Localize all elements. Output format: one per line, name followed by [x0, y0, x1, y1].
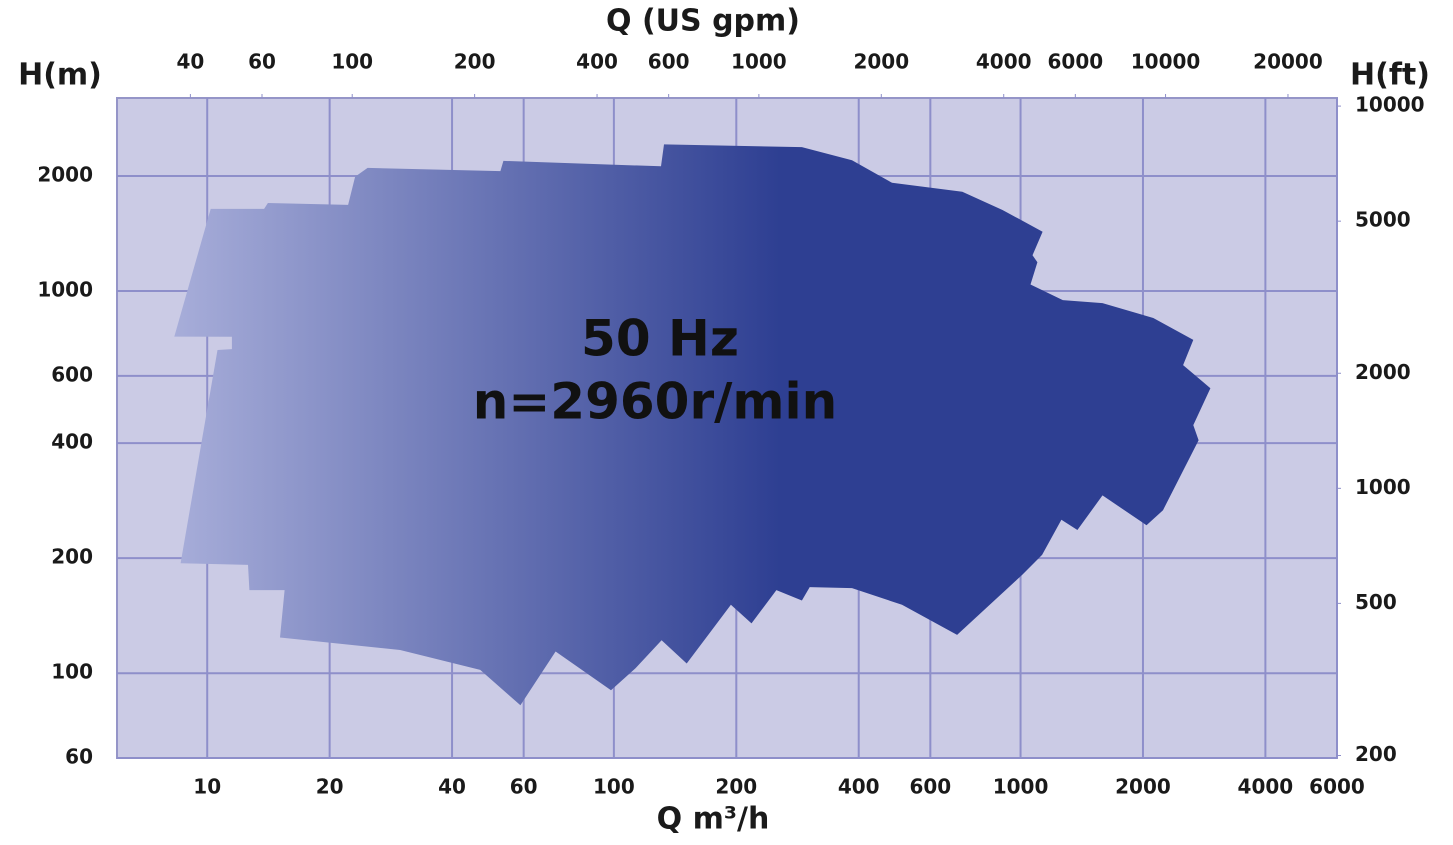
annotation: n=2960r/min	[473, 373, 837, 431]
y-tick-label: 400	[51, 430, 93, 454]
x-tick-label: 600	[909, 775, 951, 799]
x-tick-label: 4000	[1238, 775, 1294, 799]
x2-tick-label: 400	[576, 50, 618, 74]
annotation: 50 Hz	[581, 310, 739, 368]
right-axis-title: H(ft)	[1350, 58, 1430, 93]
y2-tick-label: 500	[1355, 590, 1397, 614]
x2-tick-label: 2000	[853, 50, 909, 74]
bottom-axis-title: Q m³/h	[657, 802, 770, 837]
y-tick-label: 2000	[37, 163, 93, 187]
x-tick-label: 10	[193, 775, 221, 799]
coverage-region	[174, 144, 1211, 706]
y-tick-label: 1000	[37, 278, 93, 302]
y-tick-label: 60	[65, 745, 93, 769]
top-axis-title: Q (US gpm)	[606, 4, 800, 39]
x2-tick-label: 6000	[1047, 50, 1103, 74]
y2-tick-label: 5000	[1355, 208, 1411, 232]
x2-tick-label: 600	[648, 50, 690, 74]
x-tick-label: 20	[316, 775, 344, 799]
y2-tick-label: 1000	[1355, 475, 1411, 499]
x-tick-label: 60	[510, 775, 538, 799]
x2-tick-label: 20000	[1253, 50, 1323, 74]
x-tick-label: 2000	[1115, 775, 1171, 799]
y-tick-label: 600	[51, 362, 93, 386]
x-tick-label: 100	[593, 775, 635, 799]
y-tick-label: 100	[51, 660, 93, 684]
x-tick-label: 6000	[1309, 775, 1365, 799]
x2-tick-label: 100	[331, 50, 373, 74]
x-tick-label: 1000	[993, 775, 1049, 799]
x-tick-label: 400	[838, 775, 880, 799]
x2-tick-label: 60	[248, 50, 276, 74]
x2-tick-label: 4000	[976, 50, 1032, 74]
x-tick-label: 40	[438, 775, 466, 799]
left-axis-title: H(m)	[18, 58, 102, 93]
y2-tick-label: 2000	[1355, 360, 1411, 384]
y-tick-label: 200	[51, 545, 93, 569]
x2-tick-label: 40	[176, 50, 204, 74]
x2-tick-label: 200	[454, 50, 496, 74]
x2-tick-label: 1000	[731, 50, 787, 74]
x-tick-label: 200	[715, 775, 757, 799]
y2-tick-label: 10000	[1355, 93, 1425, 117]
y2-tick-label: 200	[1355, 742, 1397, 766]
x2-tick-label: 10000	[1131, 50, 1201, 74]
